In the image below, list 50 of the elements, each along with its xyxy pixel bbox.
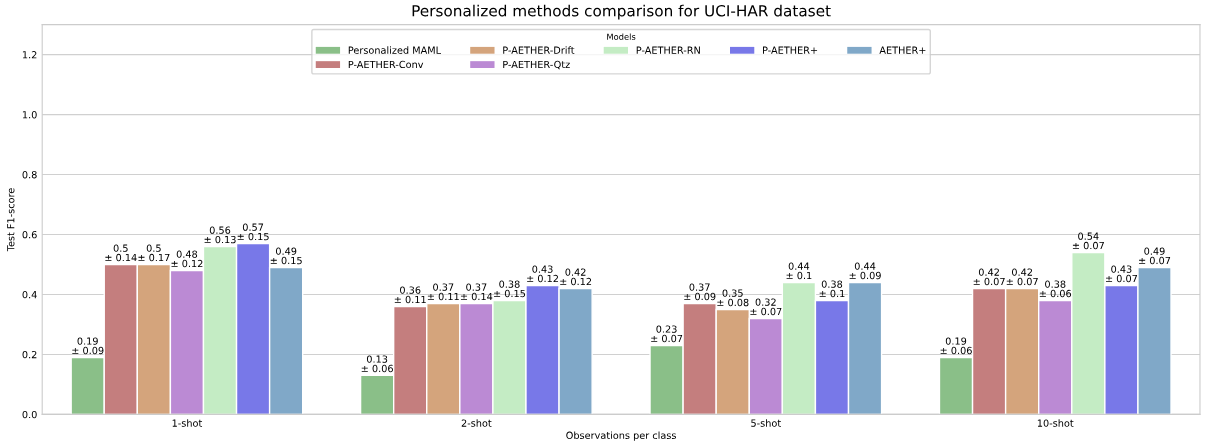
y-tick-label: 1.0	[22, 111, 37, 119]
y-tick-label: 1.2	[22, 51, 37, 59]
y-tick-label: 0.6	[22, 230, 37, 239]
data-label: 0.19 ± 0.09	[72, 337, 104, 355]
y-axis-title: Test F1-score	[7, 188, 15, 252]
x-tick-label: 2-shot	[461, 419, 492, 427]
data-label: 0.38 ± 0.06	[1039, 280, 1072, 298]
data-label: 0.38 ± 0.15	[494, 280, 526, 298]
data-label: 0.44 ± 0.1	[786, 262, 812, 280]
y-tick-label: 0.0	[22, 410, 37, 419]
chart-title: Personalized methods comparison for UCI-HAR dataset	[412, 4, 831, 20]
data-label: 0.56 ± 0.13	[204, 226, 236, 244]
data-label: 0.49 ± 0.07	[1139, 247, 1171, 265]
data-label: 0.44 ± 0.09	[849, 262, 881, 280]
legend-label: AETHER+	[879, 46, 926, 54]
data-label: 0.42 ± 0.07	[973, 268, 1005, 286]
legend-label: P-AETHER-Conv	[348, 60, 424, 69]
data-label: 0.54 ± 0.07	[1072, 232, 1104, 250]
data-label: 0.5 ± 0.17	[138, 244, 170, 262]
data-label: 0.43 ± 0.07	[1106, 265, 1138, 283]
legend-label: Personalized MAML	[348, 46, 441, 54]
data-label: 0.49 ± 0.15	[270, 247, 302, 265]
y-tick-label: 0.8	[22, 171, 37, 179]
data-label: 0.23 ± 0.07	[651, 325, 683, 343]
data-label: 0.36 ± 0.11	[394, 286, 426, 304]
data-label: 0.37 ± 0.09	[684, 283, 716, 301]
data-label: 0.5 ± 0.14	[105, 244, 137, 262]
data-label: 0.13 ± 0.06	[361, 355, 393, 373]
data-label: 0.35 ± 0.08	[717, 289, 749, 307]
data-label: 0.19 ± 0.06	[940, 337, 972, 355]
legend-title: Models	[607, 33, 636, 40]
legend-label: P-AETHER-Drift	[503, 46, 575, 54]
y-tick-label: 0.4	[22, 290, 37, 299]
x-axis-title: Observations per class	[566, 431, 676, 441]
data-label: 0.32 ± 0.07	[750, 298, 782, 316]
x-tick-label: 5-shot	[751, 419, 781, 427]
x-tick-label: 10-shot	[1037, 419, 1074, 427]
legend-label: P-AETHER+	[763, 46, 818, 54]
data-label: 0.37 ± 0.14	[460, 283, 493, 301]
data-label: 0.42 ± 0.12	[560, 268, 592, 286]
legend-label: P-AETHER-Qtz	[503, 60, 570, 70]
x-tick-label: 1-shot	[172, 419, 203, 427]
data-label: 0.57 ± 0.15	[237, 223, 269, 241]
legend-label: P-AETHER-RN	[636, 46, 700, 54]
data-label: 0.48 ± 0.12	[171, 250, 203, 268]
data-label: 0.37 ± 0.11	[427, 283, 459, 301]
data-label: 0.42 ± 0.07	[1006, 268, 1038, 286]
data-label: 0.38 ± 0.1	[819, 280, 845, 298]
data-label: 0.43 ± 0.12	[527, 265, 558, 283]
y-tick-label: 0.2	[22, 350, 37, 359]
